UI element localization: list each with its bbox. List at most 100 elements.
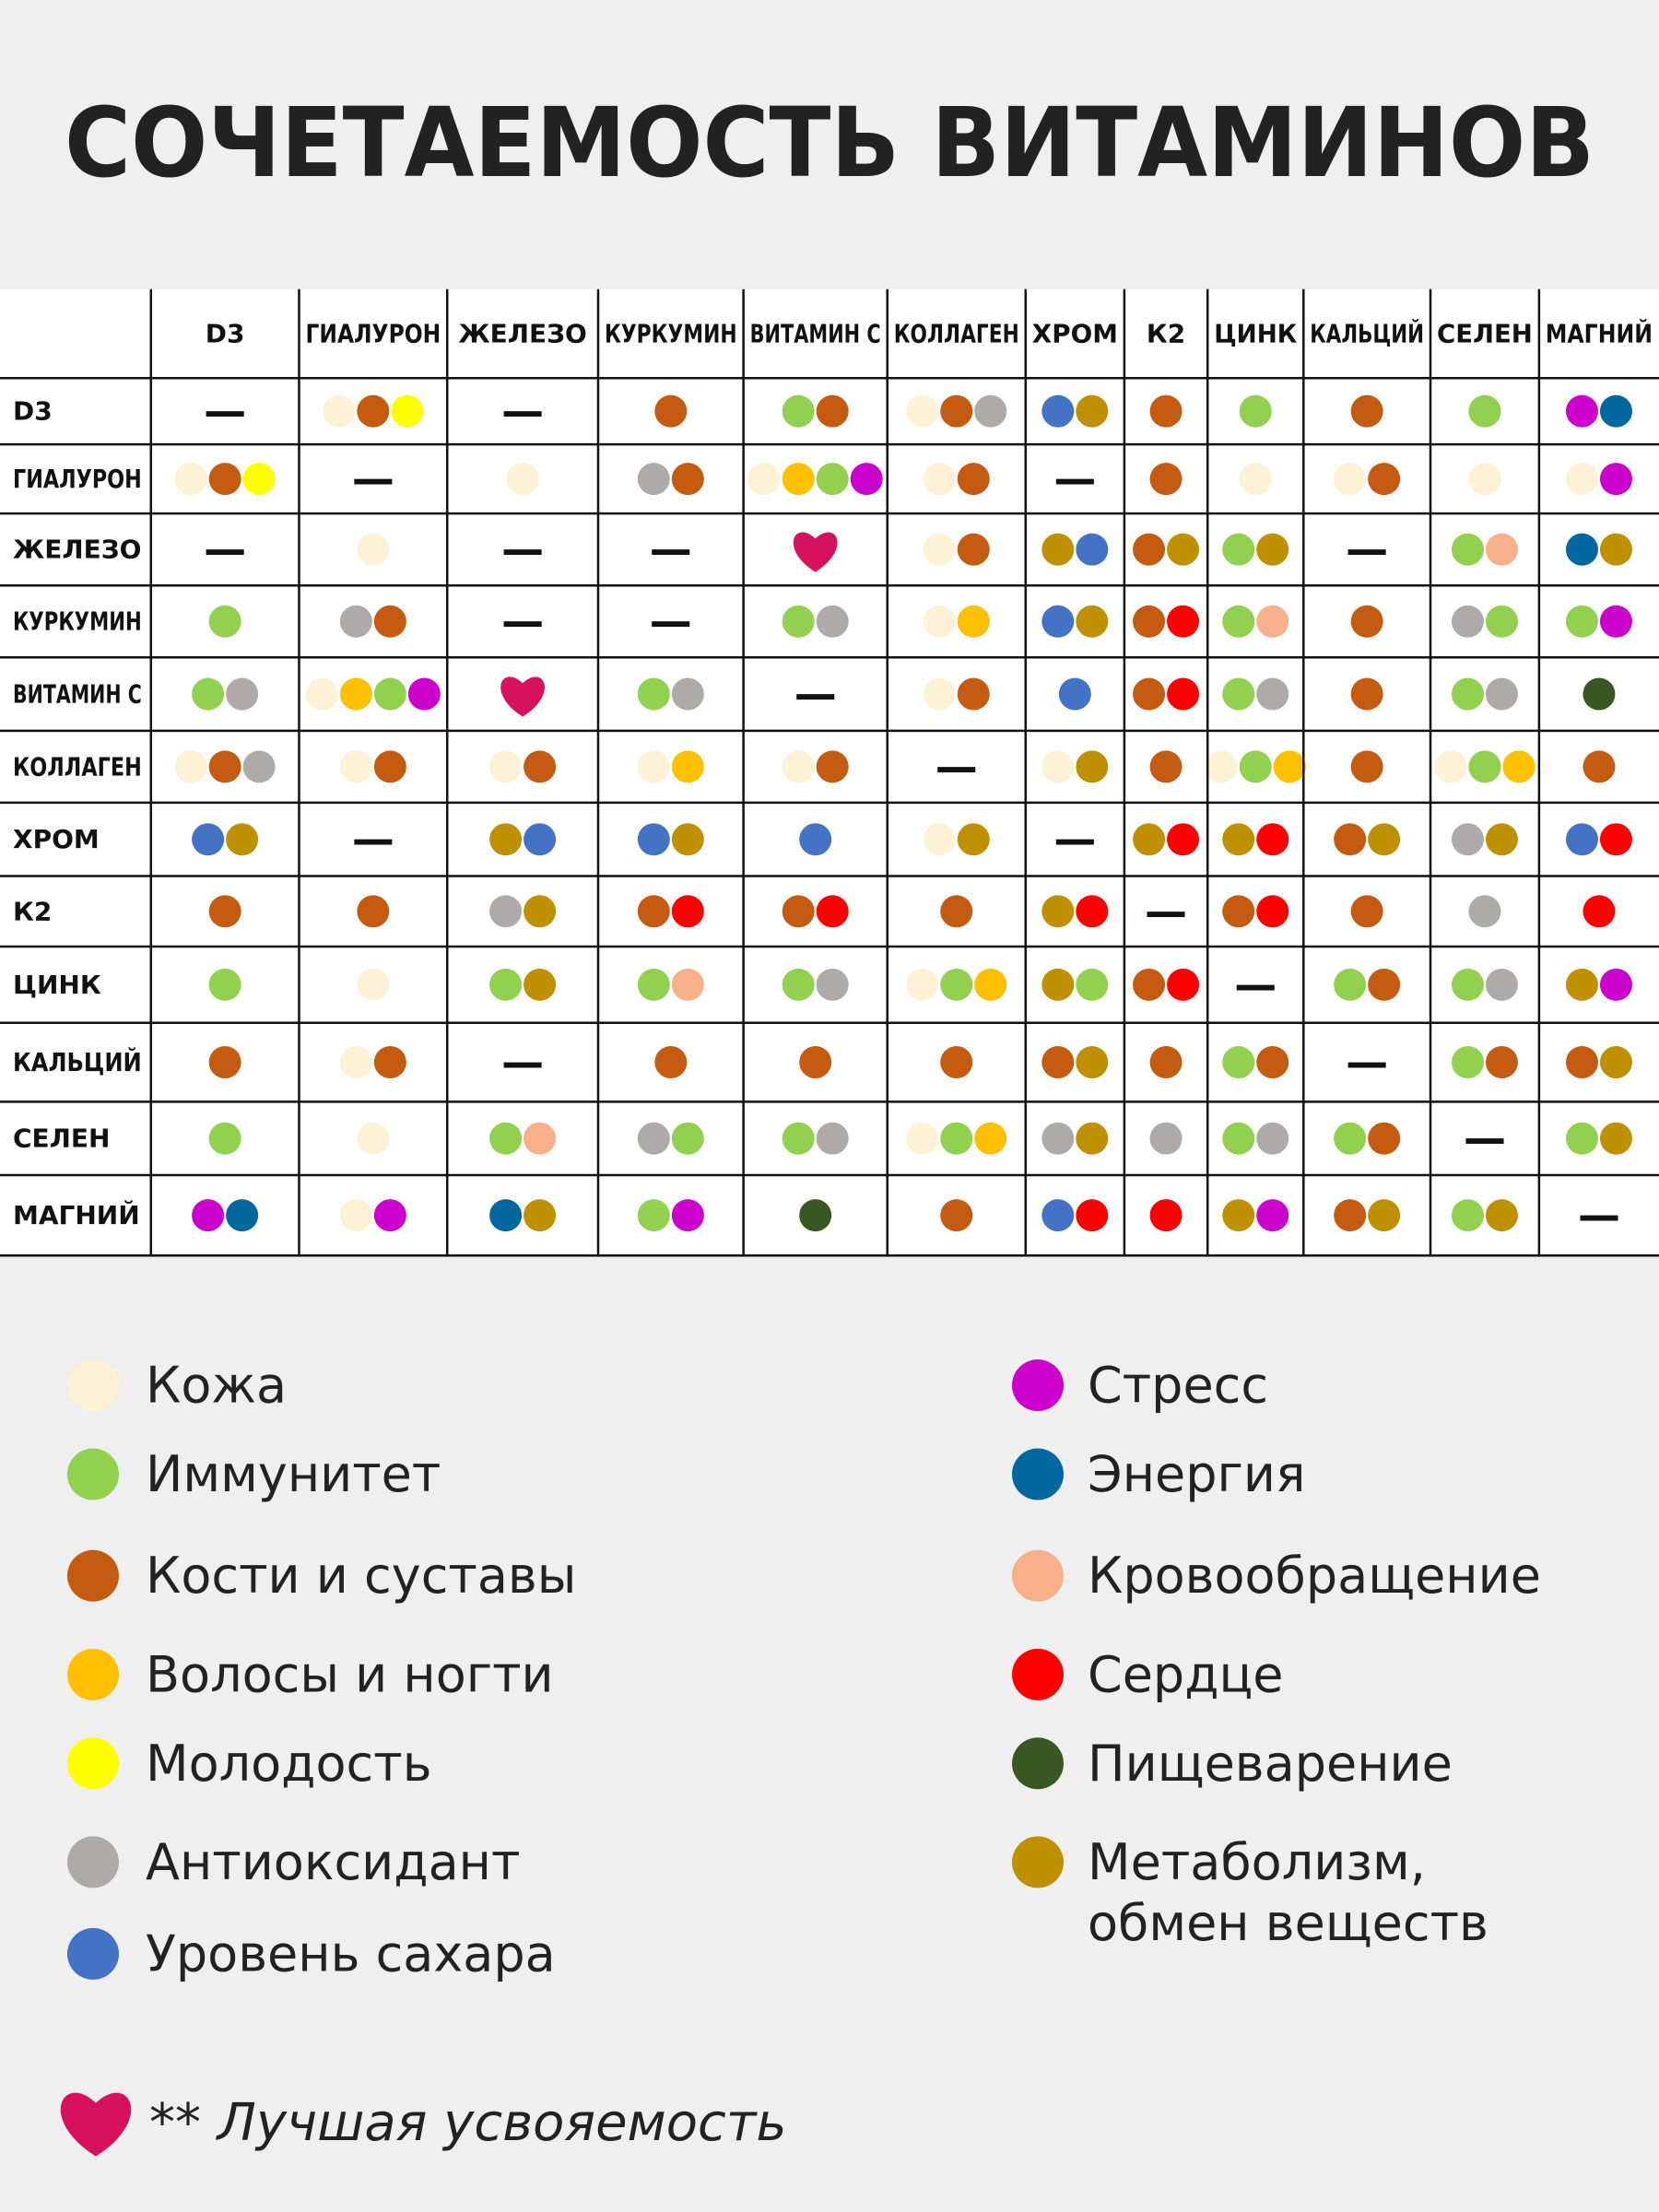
dot — [1041, 1122, 1075, 1155]
row-header: СЕЛЕН — [13, 1124, 111, 1154]
dot — [1058, 677, 1091, 711]
dot — [1451, 1046, 1484, 1079]
footnote: ** Лучшая усвояемость — [149, 2093, 786, 2153]
dot — [816, 605, 849, 638]
dot — [339, 605, 372, 638]
dot — [524, 968, 557, 1001]
dot — [1167, 823, 1200, 856]
legend-label: Кровообращение — [1088, 1547, 1541, 1605]
dot — [1167, 533, 1200, 566]
dot — [524, 895, 557, 928]
legend-label: Сердце — [1088, 1645, 1284, 1703]
dot — [489, 1122, 523, 1155]
dot — [1485, 968, 1518, 1001]
dot — [974, 394, 1007, 428]
dot — [1076, 895, 1109, 928]
dot — [1076, 1122, 1109, 1155]
legend-label: Волосы и ногти — [146, 1645, 554, 1703]
dot — [174, 463, 207, 496]
dash: — — [794, 669, 837, 719]
row-header: К2 — [13, 896, 52, 926]
column-header: К2 — [1147, 318, 1185, 348]
dash: — — [501, 524, 544, 574]
dot — [671, 1199, 704, 1232]
row-header: ГИАЛУРОН — [13, 464, 142, 494]
dot — [782, 750, 815, 783]
dot — [1485, 823, 1518, 856]
dot — [1565, 605, 1598, 638]
dot — [373, 750, 406, 783]
dot — [357, 394, 390, 428]
dot — [1076, 394, 1109, 428]
dash: — — [501, 596, 544, 646]
legend-label: Метаболизм, — [1088, 1833, 1426, 1891]
dot — [1334, 823, 1367, 856]
dash: — — [352, 815, 394, 865]
dot — [357, 533, 390, 566]
dot — [1076, 1199, 1109, 1232]
dot — [1451, 968, 1484, 1001]
dot — [407, 677, 441, 711]
dot — [957, 605, 990, 638]
dot — [1565, 394, 1598, 428]
dot — [339, 1046, 372, 1079]
dot — [906, 1122, 939, 1155]
dot — [1273, 750, 1306, 783]
dot — [1076, 605, 1109, 638]
dot — [208, 750, 241, 783]
dot — [242, 750, 276, 783]
legend-dot — [67, 1648, 119, 1700]
dot — [799, 1199, 832, 1232]
dot — [208, 895, 241, 928]
dash: — — [1234, 959, 1277, 1009]
dot — [174, 750, 207, 783]
dot — [208, 1122, 241, 1155]
row-header: ЦИНК — [13, 970, 101, 1000]
dot — [1451, 677, 1484, 711]
title: СОЧЕТАЕМОСТЬ ВИТАМИНОВ — [65, 87, 1594, 199]
dot — [1076, 750, 1109, 783]
dot — [1485, 677, 1518, 711]
dot — [816, 394, 849, 428]
dot — [816, 463, 849, 496]
dot — [1599, 968, 1632, 1001]
dot — [1167, 605, 1200, 638]
dot — [940, 895, 973, 928]
legend-dot — [67, 1549, 119, 1602]
dot — [1041, 750, 1075, 783]
dot — [671, 968, 704, 1001]
dot — [782, 463, 815, 496]
dot — [1599, 463, 1632, 496]
dot — [1041, 605, 1075, 638]
dot — [1599, 823, 1632, 856]
dot — [1076, 533, 1109, 566]
dot — [1583, 895, 1616, 928]
legend-dot — [67, 1359, 119, 1412]
dot — [339, 1199, 372, 1232]
dot — [1334, 968, 1367, 1001]
column-header: ГИАЛУРОН — [305, 318, 441, 348]
dot — [357, 968, 390, 1001]
dot — [1222, 1122, 1255, 1155]
dot — [782, 895, 815, 928]
dot — [323, 394, 356, 428]
legend-dot — [67, 1836, 119, 1888]
dot — [489, 823, 523, 856]
column-header: КАЛЬЦИЙ — [1310, 317, 1424, 348]
dot — [1368, 1122, 1401, 1155]
legend-label: Иммунитет — [146, 1445, 441, 1503]
dot — [1565, 463, 1598, 496]
dot — [1485, 605, 1518, 638]
dot — [373, 677, 406, 711]
dot — [1368, 1199, 1401, 1232]
dot — [1133, 677, 1166, 711]
dot — [782, 394, 815, 428]
dot — [671, 750, 704, 783]
dot — [373, 1199, 406, 1232]
heart-icon — [793, 532, 838, 572]
dash: — — [935, 742, 978, 792]
dot — [940, 1046, 973, 1079]
legend-dot — [1012, 1737, 1064, 1790]
row-header: КУРКУМИН — [13, 606, 142, 637]
